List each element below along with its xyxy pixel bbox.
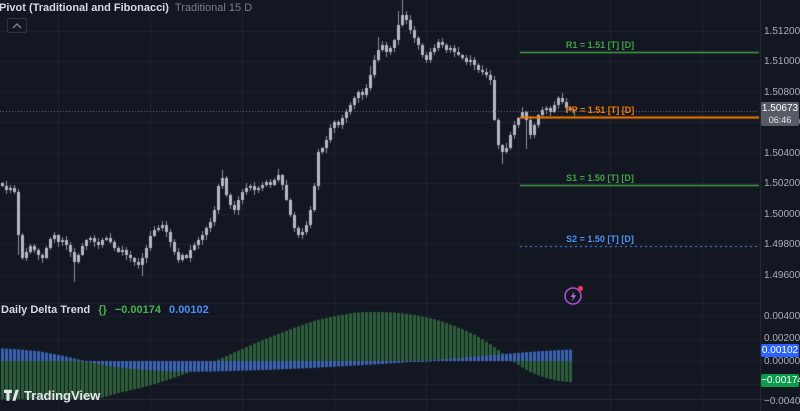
price-axis-label: 1.51000 bbox=[764, 56, 800, 67]
collapse-pane-button[interactable] bbox=[7, 18, 27, 33]
indicator-value-green: −0.00174 bbox=[114, 304, 162, 316]
price-axis-label: 1.51200 bbox=[764, 26, 800, 37]
tradingview-logo[interactable]: TradingView bbox=[4, 388, 100, 403]
price-axis-label: 1.49800 bbox=[764, 239, 800, 250]
price-axis-label: 1.50800 bbox=[764, 87, 800, 98]
indicator-green-value-badge: −0.00174 bbox=[761, 374, 800, 387]
indicator-legend-delta[interactable]: Daily Delta Trend {} −0.00174 0.00102 bbox=[1, 304, 209, 316]
flash-promo-button[interactable] bbox=[560, 282, 588, 310]
indicator-legend-pivot[interactable]: Pivot (Traditional and Fibonacci) Traditi… bbox=[0, 2, 252, 14]
lightning-bolt-icon bbox=[570, 291, 577, 302]
indicator-value-blue: 0.00102 bbox=[169, 304, 209, 316]
tradingview-logo-text: TradingView bbox=[24, 388, 101, 403]
pivot-level-label-s2: S2 = 1.50 [T] [D] bbox=[566, 234, 634, 244]
indicator-blue-value-badge: 0.00102 bbox=[761, 344, 799, 357]
indicator-axis-label: −0.00400 bbox=[764, 396, 800, 407]
price-axis-label: 1.50400 bbox=[764, 148, 800, 159]
price-axis-label: 1.50000 bbox=[764, 209, 800, 220]
indicator-pane-title: Daily Delta Trend bbox=[1, 304, 91, 316]
indicator-title: Pivot (Traditional and Fibonacci) bbox=[0, 2, 169, 14]
tradingview-logo-icon bbox=[4, 389, 19, 401]
indicator-params: Traditional 15 D bbox=[174, 2, 253, 14]
pivot-level-label-pp: PP = 1.51 [T] [D] bbox=[565, 105, 635, 115]
current-price-value: 1.50673 bbox=[761, 103, 799, 114]
notification-dot bbox=[577, 285, 584, 292]
current-price-badge: 1.50673 06:46 bbox=[761, 102, 799, 126]
chevron-up-icon bbox=[12, 22, 22, 29]
flash-ring-icon bbox=[564, 287, 582, 305]
price-axis-label: 1.50200 bbox=[764, 178, 800, 189]
pivot-level-label-s1: S1 = 1.50 [T] [D] bbox=[566, 173, 634, 183]
price-axis-label: 1.49600 bbox=[764, 270, 800, 281]
indicator-axis-label: 0.00000 bbox=[764, 356, 800, 367]
pivot-level-label-r1: R1 = 1.51 [T] [D] bbox=[565, 40, 635, 50]
indicator-axis-label: 0.00200 bbox=[764, 333, 800, 344]
indicator-axis-label: 0.00400 bbox=[764, 311, 800, 322]
bar-countdown: 06:46 bbox=[768, 115, 792, 125]
source-code-icon: {} bbox=[98, 304, 107, 316]
